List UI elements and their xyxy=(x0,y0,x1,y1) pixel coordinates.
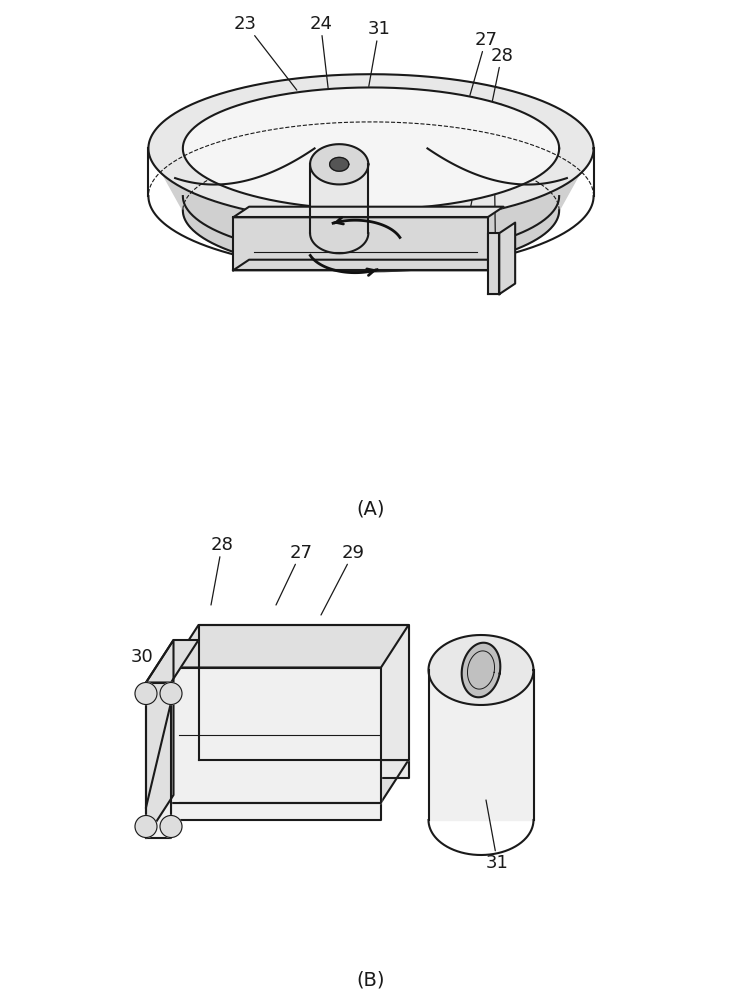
Polygon shape xyxy=(183,87,559,209)
Text: 23: 23 xyxy=(234,15,297,90)
Polygon shape xyxy=(428,670,533,820)
Polygon shape xyxy=(171,760,409,802)
Text: 27: 27 xyxy=(276,544,312,605)
Polygon shape xyxy=(199,625,409,760)
Text: 28: 28 xyxy=(211,536,234,605)
Polygon shape xyxy=(462,643,500,697)
Text: 27: 27 xyxy=(442,31,497,191)
Polygon shape xyxy=(148,148,594,271)
Text: 30: 30 xyxy=(482,102,505,254)
Polygon shape xyxy=(310,144,368,184)
Text: 28: 28 xyxy=(469,47,513,215)
Polygon shape xyxy=(171,668,381,802)
Polygon shape xyxy=(146,682,171,838)
Polygon shape xyxy=(428,635,533,705)
Text: 24: 24 xyxy=(309,15,334,138)
Polygon shape xyxy=(199,760,409,778)
Polygon shape xyxy=(171,802,381,820)
Polygon shape xyxy=(148,74,594,223)
Polygon shape xyxy=(233,260,504,270)
Circle shape xyxy=(160,816,182,837)
Text: 29: 29 xyxy=(321,544,365,615)
Polygon shape xyxy=(487,233,499,294)
Text: (A): (A) xyxy=(357,499,385,518)
Text: 31: 31 xyxy=(486,800,509,871)
Text: 30: 30 xyxy=(131,648,166,672)
Polygon shape xyxy=(233,217,487,270)
Polygon shape xyxy=(329,157,349,171)
Polygon shape xyxy=(171,625,409,668)
Polygon shape xyxy=(310,164,368,233)
Polygon shape xyxy=(310,213,368,253)
Polygon shape xyxy=(233,207,504,217)
Circle shape xyxy=(135,682,157,704)
Circle shape xyxy=(135,816,157,837)
Circle shape xyxy=(160,682,182,704)
Text: 31: 31 xyxy=(358,20,390,148)
Polygon shape xyxy=(146,640,174,838)
Polygon shape xyxy=(499,223,515,294)
Text: (B): (B) xyxy=(357,970,385,990)
Polygon shape xyxy=(183,149,559,271)
Polygon shape xyxy=(146,640,199,682)
